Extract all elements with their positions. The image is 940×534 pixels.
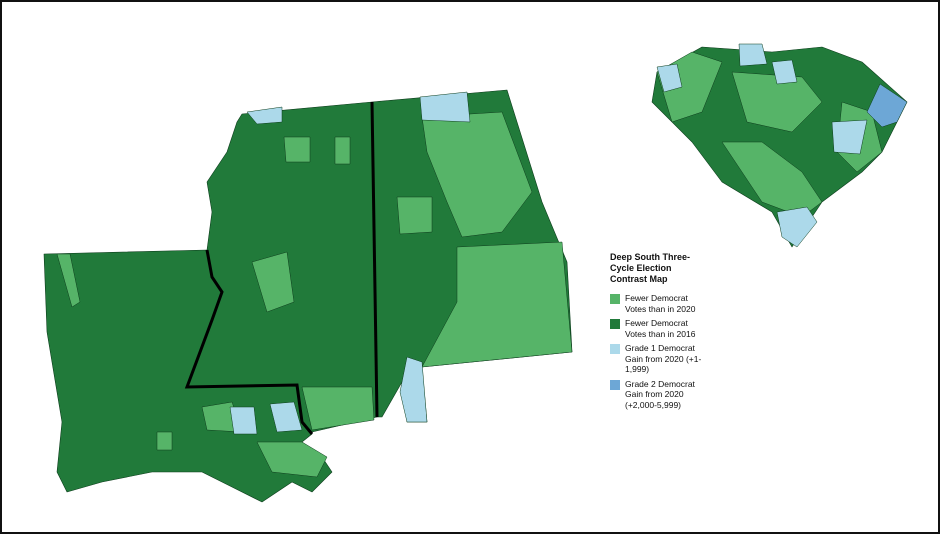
county bbox=[396, 196, 433, 235]
legend-label: Fewer Democrat Votes than in 2016 bbox=[625, 318, 696, 339]
legend-items: Fewer Democrat Votes than in 2020 Fewer D… bbox=[610, 293, 740, 410]
county bbox=[251, 251, 295, 313]
legend-label: Fewer Democrat Votes than in 2020 bbox=[625, 293, 696, 314]
county bbox=[776, 206, 818, 248]
county bbox=[656, 63, 683, 93]
county bbox=[246, 106, 283, 125]
county bbox=[771, 59, 798, 85]
county bbox=[229, 406, 258, 435]
legend-label: Grade 2 Democrat Gain from 2020 (+2,000-… bbox=[625, 378, 695, 410]
legend-title: Deep South Three-Cycle Election Contrast… bbox=[610, 252, 691, 284]
county bbox=[831, 119, 868, 155]
county bbox=[421, 241, 573, 368]
county bbox=[256, 441, 328, 478]
county bbox=[334, 136, 351, 165]
legend: Deep South Three-Cycle Election Contrast… bbox=[610, 252, 740, 414]
legend-swatch bbox=[610, 379, 620, 390]
legend-swatch bbox=[610, 344, 620, 354]
legend-item: Fewer Democrat Votes than in 2020 bbox=[610, 293, 740, 314]
county bbox=[399, 356, 428, 423]
legend-label: Grade 1 Democrat Gain from 2020 (+1-1,99… bbox=[625, 343, 702, 374]
legend-item: Grade 2 Democrat Gain from 2020 (+2,000-… bbox=[610, 379, 740, 411]
county bbox=[301, 386, 375, 431]
state-south-carolina bbox=[651, 46, 908, 248]
county bbox=[421, 111, 533, 238]
county bbox=[419, 91, 471, 123]
legend-item: Fewer Democrat Votes than in 2016 bbox=[610, 318, 740, 339]
county bbox=[156, 431, 173, 451]
legend-item: Grade 1 Democrat Gain from 2020 (+1-1,99… bbox=[610, 343, 740, 375]
county bbox=[738, 43, 768, 67]
state-border bbox=[370, 101, 379, 418]
county bbox=[866, 83, 908, 128]
county bbox=[269, 401, 303, 433]
county bbox=[283, 136, 311, 163]
legend-swatch bbox=[610, 319, 620, 329]
county bbox=[56, 253, 81, 308]
state-border bbox=[184, 249, 314, 435]
legend-swatch bbox=[610, 294, 620, 304]
county bbox=[721, 141, 823, 218]
